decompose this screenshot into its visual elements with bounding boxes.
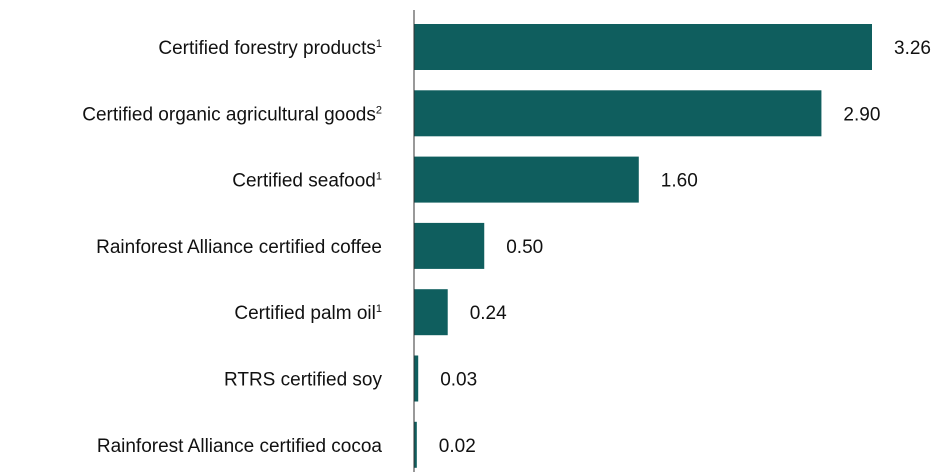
category-label-text: Rainforest Alliance certified coffee: [96, 237, 382, 258]
category-label-6: Rainforest Alliance certified cocoa: [97, 436, 383, 457]
bar-4: [414, 289, 448, 336]
footnote-marker: 1: [376, 38, 382, 50]
category-label-5: RTRS certified soy: [224, 370, 383, 391]
bars-group: [414, 24, 872, 468]
bar-5: [414, 355, 419, 402]
footnote-marker: 2: [376, 104, 382, 116]
category-label-0: Certified forestry products1: [158, 38, 382, 59]
bar-1: [414, 90, 822, 137]
category-label-text: Rainforest Alliance certified cocoa: [97, 436, 383, 457]
bar-6: [414, 421, 417, 468]
value-label-6: 0.02: [439, 436, 476, 457]
category-label-text: Certified seafood: [232, 171, 376, 192]
value-labels-group: 3.26 2.90 1.60 0.50 0.24 0.03 0.02: [439, 38, 931, 457]
footnote-marker: 1: [376, 171, 382, 183]
value-label-3: 0.50: [506, 237, 543, 258]
value-label-5: 0.03: [440, 370, 477, 391]
bar-3: [414, 222, 485, 269]
category-label-4: Certified palm oil1: [234, 303, 382, 324]
bar-2: [414, 156, 639, 203]
category-label-text: RTRS certified soy: [224, 370, 383, 391]
value-label-4: 0.24: [470, 303, 507, 324]
category-label-2: Certified seafood1: [232, 171, 382, 192]
category-label-text: Certified palm oil: [234, 303, 376, 324]
category-label-text: Certified organic agricultural goods: [82, 104, 376, 125]
category-label-1: Certified organic agricultural goods2: [82, 104, 382, 125]
value-label-0: 3.26: [894, 38, 931, 59]
bar-0: [414, 24, 872, 70]
value-label-2: 1.60: [661, 171, 698, 192]
value-label-1: 2.90: [843, 104, 880, 125]
category-label-text: Certified forestry products: [158, 38, 376, 59]
category-label-3: Rainforest Alliance certified coffee: [96, 237, 382, 258]
footnote-marker: 1: [376, 303, 382, 315]
